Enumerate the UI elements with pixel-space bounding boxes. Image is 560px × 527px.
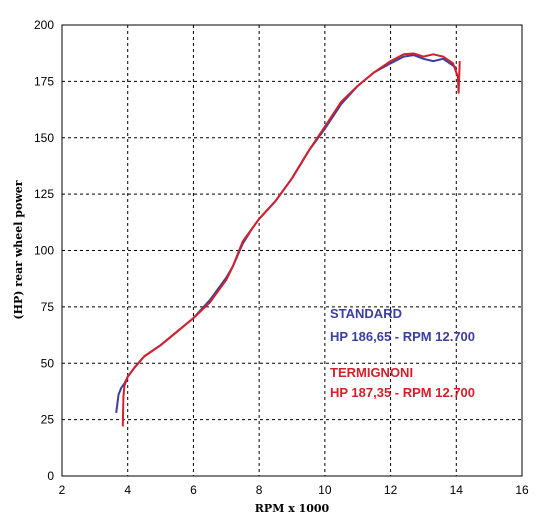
x-tick-label: 12 bbox=[384, 483, 398, 497]
y-tick-labels: 0 25 50 75 100 125 150 175 200 bbox=[34, 18, 54, 483]
y-tick-label: 50 bbox=[41, 356, 55, 370]
y-tick-label: 25 bbox=[41, 413, 55, 427]
y-tick-label: 0 bbox=[47, 469, 54, 483]
legend-termignoni-summary: HP 187,35 - RPM 12.700 bbox=[330, 385, 475, 400]
legend-standard-summary: HP 186,65 - RPM 12.700 bbox=[330, 329, 475, 344]
x-axis-title: RPM x 1000 bbox=[255, 502, 330, 515]
x-tick-label: 14 bbox=[450, 483, 464, 497]
y-tick-label: 75 bbox=[41, 300, 55, 314]
legend-standard-name: STANDARD bbox=[330, 306, 402, 321]
x-tick-label: 16 bbox=[515, 483, 529, 497]
x-tick-labels: 2 4 6 8 10 12 14 16 bbox=[59, 483, 529, 497]
y-tick-label: 125 bbox=[34, 187, 54, 201]
series-line-termignoni bbox=[121, 52, 461, 427]
y-tick-label: 200 bbox=[34, 18, 54, 32]
x-tick-label: 6 bbox=[190, 483, 197, 497]
x-tick-label: 4 bbox=[124, 483, 131, 497]
grid-lines bbox=[62, 25, 522, 476]
legend-termignoni-name: TERMIGNONI bbox=[330, 365, 413, 380]
x-tick-label: 2 bbox=[59, 483, 66, 497]
series-lines bbox=[115, 52, 461, 427]
y-tick-label: 150 bbox=[34, 131, 54, 145]
y-axis-title: (HP) rear wheel power bbox=[12, 180, 25, 319]
y-tick-label: 175 bbox=[34, 74, 54, 88]
x-tick-label: 8 bbox=[256, 483, 263, 497]
y-tick-label: 100 bbox=[34, 244, 54, 258]
x-tick-label: 10 bbox=[318, 483, 332, 497]
